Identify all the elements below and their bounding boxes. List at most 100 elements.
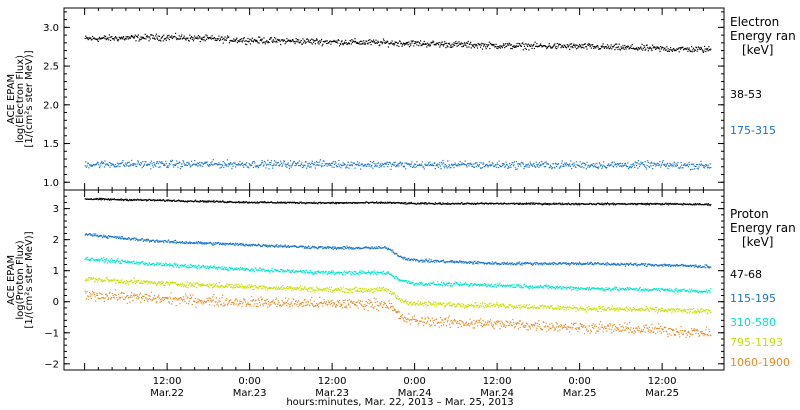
data-point: [709, 205, 711, 207]
data-point: [632, 47, 634, 49]
data-point: [510, 44, 513, 46]
data-point: [96, 38, 98, 40]
data-point: [382, 202, 384, 204]
data-point: [119, 261, 122, 263]
data-point: [697, 266, 699, 269]
data-point: [349, 271, 351, 273]
data-point: [650, 47, 652, 49]
data-point: [96, 162, 98, 165]
data-point: [220, 267, 222, 269]
data-point: [634, 203, 636, 205]
data-point: [421, 261, 423, 263]
data-point: [657, 47, 659, 49]
data-point: [269, 272, 271, 274]
data-point: [566, 263, 568, 265]
data-point: [332, 271, 334, 273]
data-point: [640, 202, 643, 204]
data-point: [521, 43, 523, 45]
data-point: [707, 167, 709, 169]
data-point: [260, 201, 262, 203]
data-point: [640, 264, 642, 266]
data-point: [185, 164, 187, 166]
data-point: [575, 202, 577, 204]
data-point: [553, 287, 555, 289]
data-point: [212, 201, 214, 203]
data-point: [210, 242, 212, 244]
data-point: [346, 166, 348, 169]
data-point: [212, 38, 214, 40]
data-point: [337, 163, 339, 165]
data-point: [239, 243, 241, 245]
data-point: [428, 202, 430, 204]
data-point: [276, 202, 278, 204]
data-point: [510, 166, 512, 168]
data-point: [635, 262, 637, 264]
data-point: [507, 44, 509, 46]
data-point: [381, 271, 383, 273]
data-point: [290, 39, 292, 41]
data-point: [111, 198, 113, 200]
data-point: [287, 269, 289, 271]
data-point: [181, 34, 183, 36]
data-point: [184, 263, 187, 265]
data-point: [202, 39, 204, 41]
data-point: [553, 163, 555, 165]
data-point: [398, 165, 400, 167]
data-point: [200, 37, 202, 39]
data-point: [242, 39, 244, 42]
data-point: [217, 242, 219, 244]
data-point: [184, 242, 187, 244]
data-point: [557, 263, 559, 265]
data-point: [558, 262, 560, 264]
data-point: [150, 160, 152, 162]
data-point: [704, 45, 706, 47]
data-point: [517, 203, 519, 205]
data-point: [218, 242, 220, 244]
data-point: [423, 168, 425, 170]
data-point: [355, 271, 357, 273]
data-point: [259, 267, 261, 269]
data-point: [303, 247, 305, 249]
data-point: [317, 271, 319, 273]
data-point: [142, 261, 144, 263]
data-point: [536, 164, 538, 166]
data-point: [319, 246, 321, 249]
data-point: [242, 164, 244, 167]
data-point: [223, 39, 225, 41]
data-point: [520, 165, 522, 167]
data-point: [298, 39, 300, 41]
data-point: [382, 273, 384, 275]
data-point: [362, 165, 364, 167]
data-point: [306, 167, 308, 169]
data-point: [183, 200, 185, 202]
data-point: [520, 45, 522, 47]
data-point: [256, 201, 258, 203]
data-point: [434, 261, 436, 263]
data-point: [411, 259, 414, 261]
data-point: [132, 35, 134, 37]
data-point: [119, 163, 122, 165]
data-point: [424, 259, 427, 261]
data-point: [209, 164, 211, 166]
data-point: [259, 164, 261, 166]
data-point: [459, 284, 461, 286]
data-point: [382, 164, 384, 166]
data-point: [173, 35, 175, 38]
data-point: [439, 261, 441, 263]
data-point: [345, 201, 347, 203]
data-point: [277, 201, 279, 203]
data-point: [177, 166, 179, 168]
data-point: [139, 239, 141, 241]
data-point: [520, 285, 522, 287]
data-point: [149, 162, 151, 164]
data-point: [199, 164, 201, 166]
data-point: [614, 163, 617, 165]
data-point: [504, 285, 506, 287]
data-point: [451, 285, 453, 287]
data-point: [693, 203, 695, 205]
series-175-315: [84, 159, 712, 171]
data-point: [494, 283, 497, 286]
data-point: [494, 165, 496, 167]
data-point: [659, 264, 661, 266]
data-point: [188, 40, 190, 42]
